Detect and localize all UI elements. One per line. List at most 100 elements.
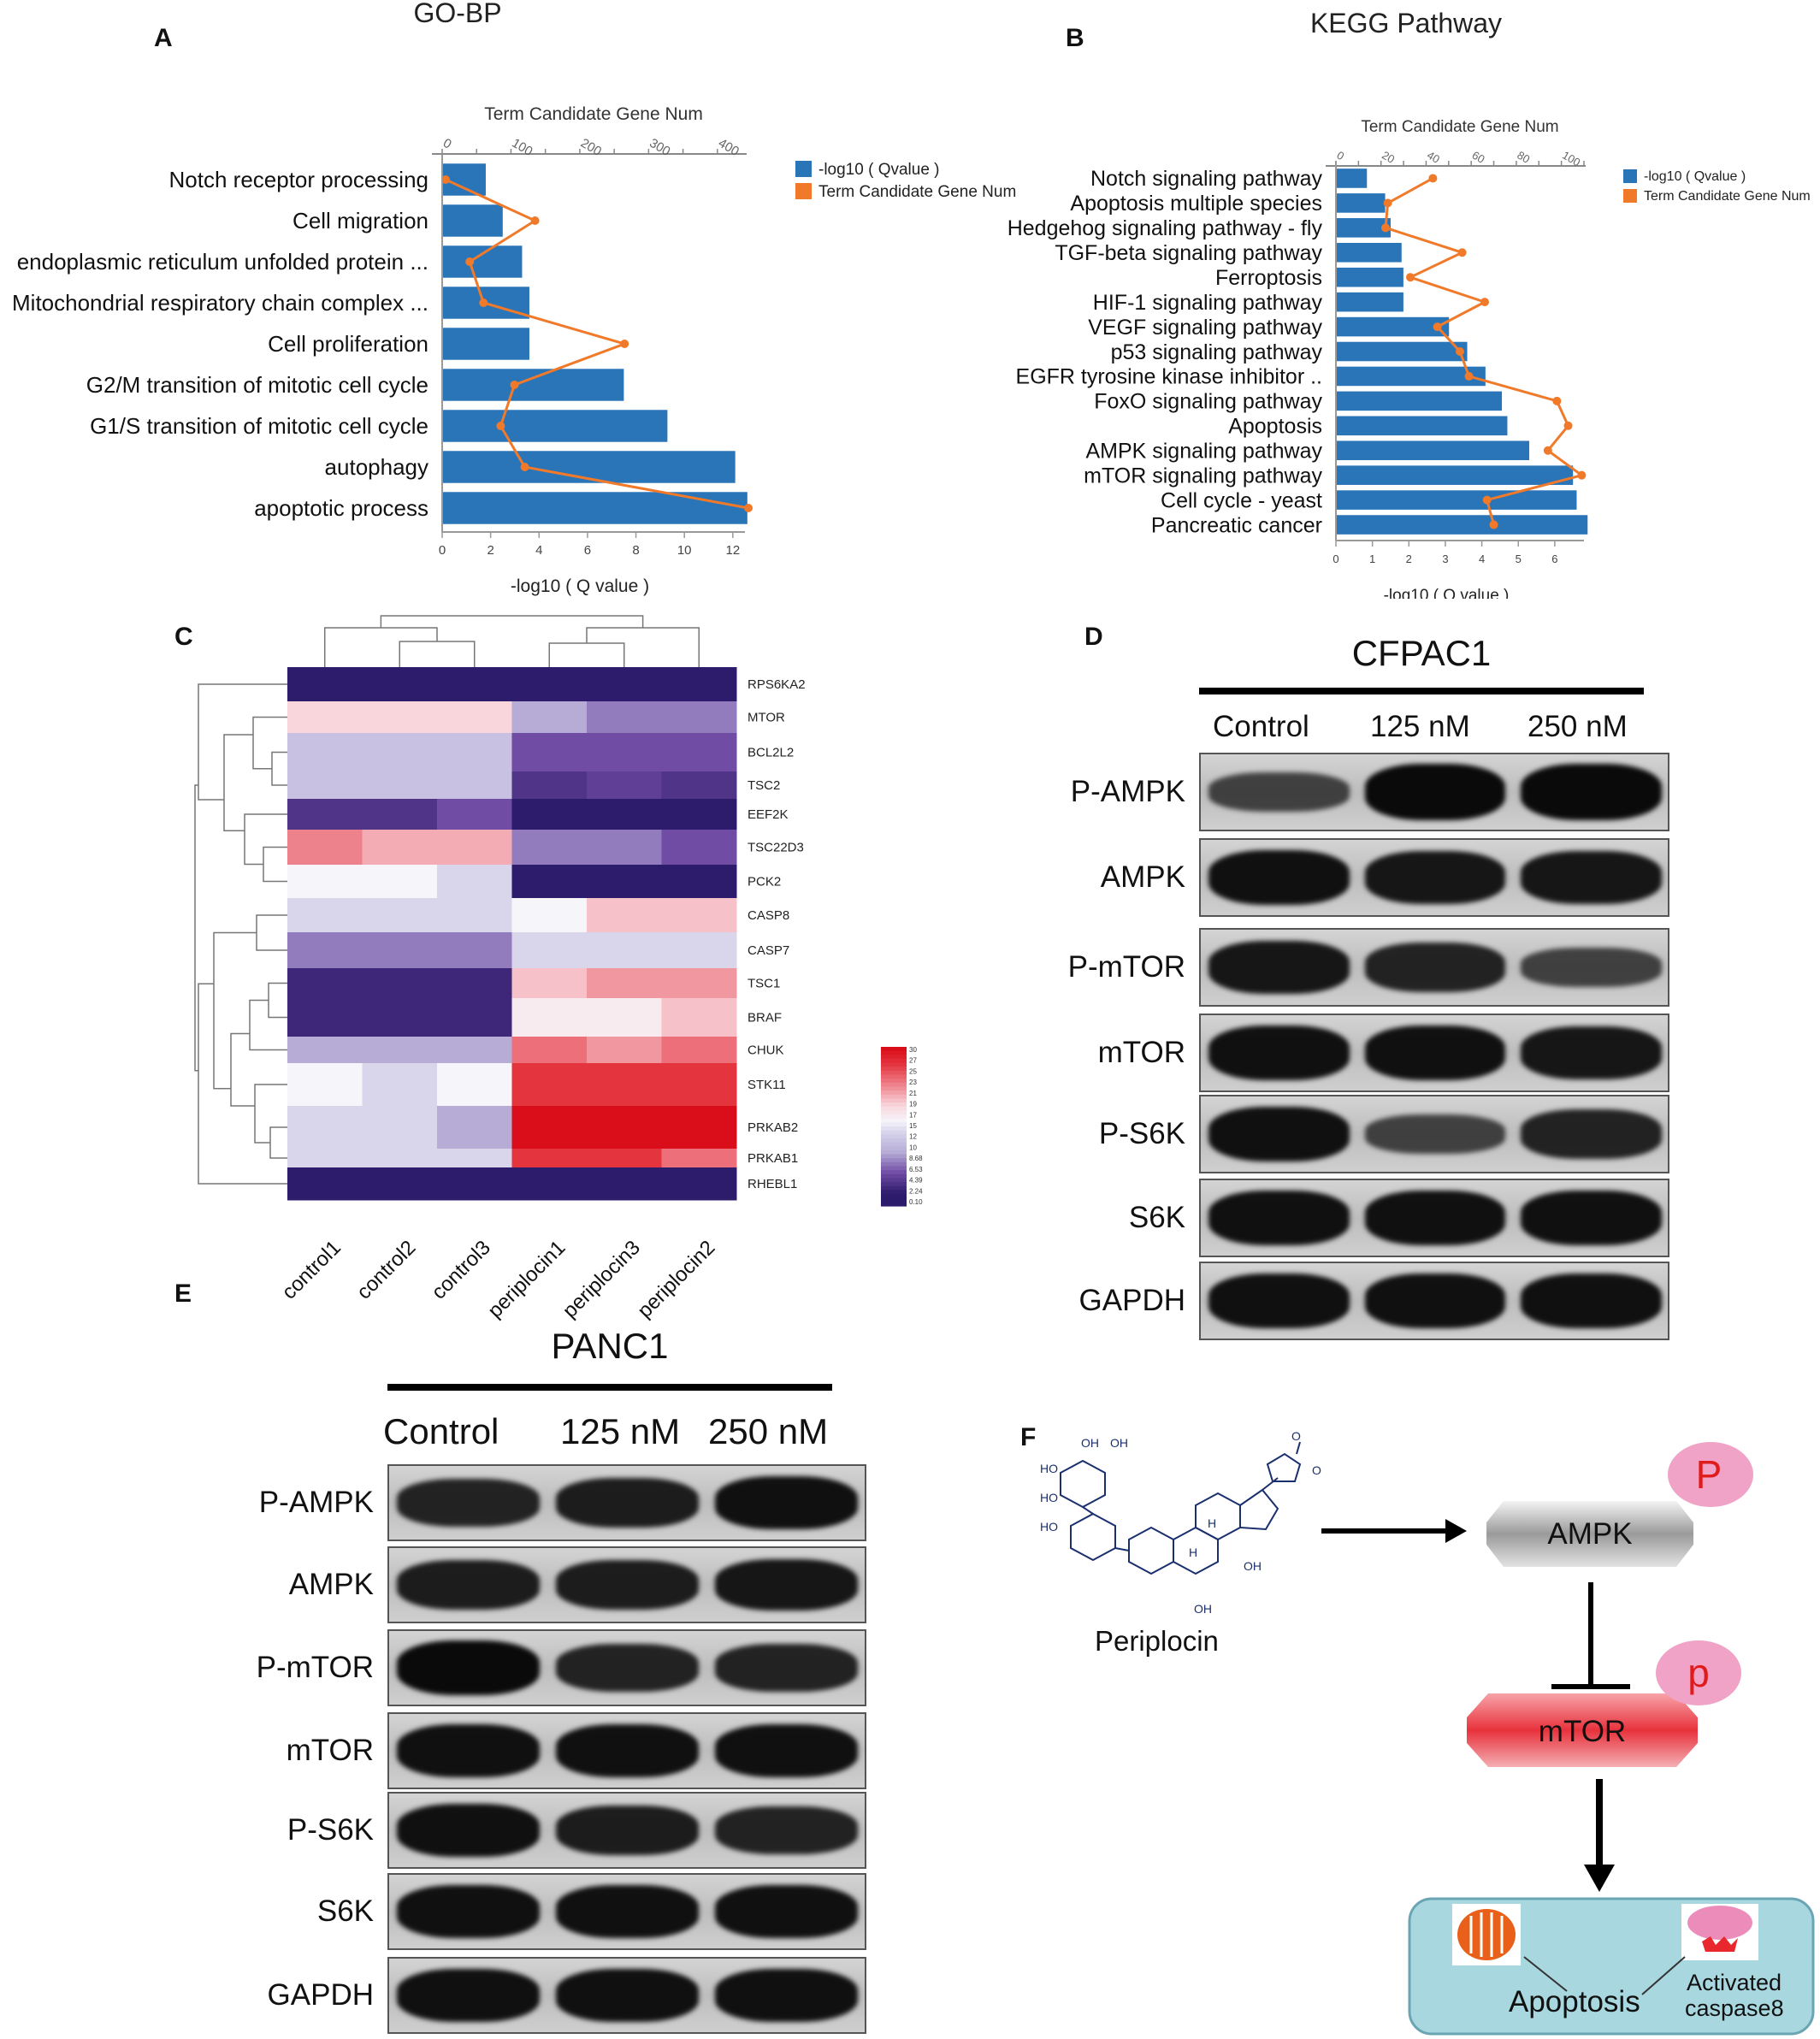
heatmap-cell — [587, 932, 662, 969]
mol-label: OH — [1081, 1436, 1099, 1450]
colorbar-segment — [881, 1190, 907, 1195]
blot-title: CFPAC1 — [1351, 633, 1492, 673]
blot-band — [555, 1805, 700, 1856]
heatmap-cell — [587, 667, 662, 702]
column-dendrogram — [586, 627, 700, 667]
blot-band — [714, 1806, 858, 1854]
category-label: Cell cycle - yeast — [1161, 488, 1322, 512]
bar — [1336, 366, 1486, 387]
mol-label: HO — [1040, 1520, 1058, 1534]
heatmap-cell — [511, 1149, 588, 1168]
arrowhead-icon — [1584, 1865, 1615, 1892]
bottom-axis-label: -log10 ( Q value ) — [1384, 587, 1510, 599]
heatmap-cell — [287, 898, 363, 933]
blot-strip — [1199, 1262, 1669, 1340]
heatmap-cell — [437, 733, 512, 772]
blot-strip — [387, 1464, 866, 1541]
gene-num-point — [441, 175, 451, 184]
heatmap-cell — [362, 1149, 438, 1168]
category-label: Apoptosis multiple species — [1070, 192, 1322, 216]
blot-row-label: P-S6K — [287, 1813, 374, 1847]
heatmap-cell — [511, 771, 588, 800]
heatmap-cell — [587, 968, 662, 999]
category-label: Notch receptor processing — [169, 167, 428, 192]
category-label: mTOR signaling pathway — [1084, 464, 1322, 488]
heatmap-cell — [362, 998, 438, 1037]
heatmap-cell — [661, 898, 737, 933]
mtor-node — [1467, 1693, 1698, 1767]
blot-band — [1208, 850, 1350, 905]
blot-column-label: 125 nM — [560, 1411, 681, 1451]
gene-num-point — [620, 340, 629, 348]
gene-num-point — [1464, 371, 1474, 381]
heatmap-cell — [587, 1037, 662, 1064]
heatmap-cell — [661, 1167, 737, 1201]
colorbar-tick-label: 21 — [909, 1090, 917, 1097]
gene-num-point — [1577, 470, 1587, 480]
top-tick-label: 300 — [647, 136, 672, 159]
blot-column-label: Control — [1213, 710, 1309, 743]
row-dendrogram — [271, 751, 287, 786]
mol-label: HO — [1040, 1491, 1058, 1504]
blot-row-label: GAPDH — [1078, 1284, 1185, 1317]
heatmap-cell — [362, 830, 438, 866]
colorbar-tick-label: 30 — [909, 1046, 917, 1054]
colorbar-segment — [881, 1185, 907, 1191]
heatmap-cell — [661, 968, 737, 999]
heatmap-row-label: STK11 — [748, 1078, 786, 1092]
colorbar-tick-label: 2.24 — [909, 1187, 923, 1195]
mol-label: O — [1312, 1463, 1321, 1477]
row-dendrogram — [256, 914, 287, 951]
blot-band — [1208, 941, 1350, 994]
row-dendrogram — [194, 784, 198, 1072]
colorbar-segment — [881, 1158, 907, 1163]
colorbar-segment — [881, 1067, 907, 1072]
heatmap-cell — [661, 701, 737, 734]
blot-band — [714, 1558, 858, 1611]
blot-band — [397, 1479, 541, 1527]
column-dendrogram — [399, 641, 476, 667]
blot-band — [555, 1723, 700, 1778]
bar — [442, 204, 503, 237]
heatmap-cell — [287, 1037, 363, 1064]
colorbar-segment — [881, 1058, 907, 1064]
blot-row-label: mTOR — [1097, 1036, 1185, 1069]
heatmap-cell — [437, 1167, 512, 1201]
colorbar-tick-label: 17 — [909, 1111, 917, 1119]
bottom-tick-label: 6 — [1551, 553, 1557, 565]
category-label: Apoptosis — [1228, 415, 1322, 439]
heatmap-cell — [362, 1063, 438, 1107]
heatmap-cell — [511, 998, 588, 1037]
ampk-label: AMPK — [1547, 1517, 1632, 1551]
bar — [1336, 193, 1386, 213]
category-label: apoptotic process — [254, 495, 428, 521]
row-dendrogram — [213, 931, 257, 1090]
cfpac1-western-blot: CFPAC1 Control 125 nM 250 nM P-AMPK AMPK P-mTO… — [1026, 633, 1820, 1351]
heatmap-column-label: control1 — [278, 1236, 346, 1303]
heatmap-cell — [661, 932, 737, 969]
gene-num-point — [496, 422, 505, 430]
colorbar-segment — [881, 1055, 907, 1060]
mol-label: OH — [1194, 1602, 1212, 1616]
colorbar-segment — [881, 1126, 907, 1132]
heatmap-cell — [587, 998, 662, 1037]
compound-name: Periplocin — [1095, 1625, 1219, 1657]
gene-num-point — [1563, 421, 1573, 430]
bottom-tick-label: 4 — [1479, 553, 1485, 565]
panc1-western-blot: PANC1 Control 125 nM 250 nM P-AMPK AMPK P-mTOR… — [214, 1326, 941, 2039]
heatmap-cell — [287, 771, 363, 800]
colorbar-segment — [881, 1138, 907, 1144]
blot-band — [555, 1968, 700, 2023]
blot-row-label: P-mTOR — [256, 1651, 374, 1684]
blot-band — [714, 1475, 858, 1530]
top-tick-label: 0 — [440, 136, 454, 152]
bar — [442, 328, 529, 360]
heatmap-cell — [287, 968, 363, 999]
heatmap-cell — [437, 701, 512, 734]
heatmap-cell — [437, 932, 512, 969]
colorbar-segment — [881, 1134, 907, 1139]
colorbar-segment — [881, 1047, 907, 1052]
bottom-tick-label: 10 — [677, 543, 692, 558]
blot-strip — [387, 1873, 866, 1950]
